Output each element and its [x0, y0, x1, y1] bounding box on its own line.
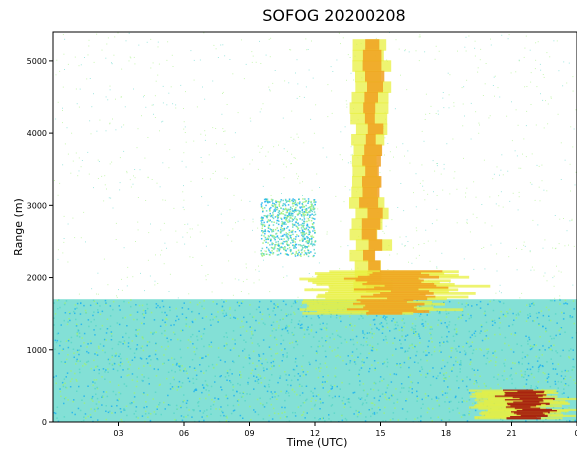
- x-tick-label: 15: [375, 429, 385, 438]
- y-tick-label: 0: [42, 418, 47, 427]
- x-axis-label: Time (UTC): [286, 436, 348, 449]
- feature-scatter-patch: [260, 198, 317, 258]
- x-tick-label: 12: [310, 429, 320, 438]
- feature-descending-layer: [469, 389, 577, 420]
- plot-area: [53, 32, 577, 422]
- y-tick-label: 4000: [27, 129, 47, 138]
- y-tick-label: 5000: [27, 57, 47, 66]
- y-tick-label: 3000: [27, 201, 47, 210]
- chart-title: SOFOG 20200208: [262, 6, 405, 25]
- x-tick-label: 21: [506, 429, 516, 438]
- x-axis: 03 06 09 12 15 18 21 0: [113, 422, 577, 438]
- x-tick-label: 18: [441, 429, 451, 438]
- x-tick-label: 03: [113, 429, 123, 438]
- y-tick-label: 2000: [27, 274, 47, 283]
- feature-sparse-echoes: [54, 32, 577, 301]
- x-tick-label: 0: [574, 429, 577, 438]
- y-axis-label: Range (m): [12, 198, 25, 256]
- feature-fall-streak: [349, 39, 393, 293]
- feature-cloud-layer: [299, 270, 491, 315]
- feature-surface-layer: [53, 299, 577, 422]
- x-tick-label: 06: [179, 429, 189, 438]
- y-axis: 0 1000 2000 3000 4000 5000: [27, 57, 53, 427]
- y-tick-label: 1000: [27, 346, 47, 355]
- x-tick-label: 09: [244, 429, 254, 438]
